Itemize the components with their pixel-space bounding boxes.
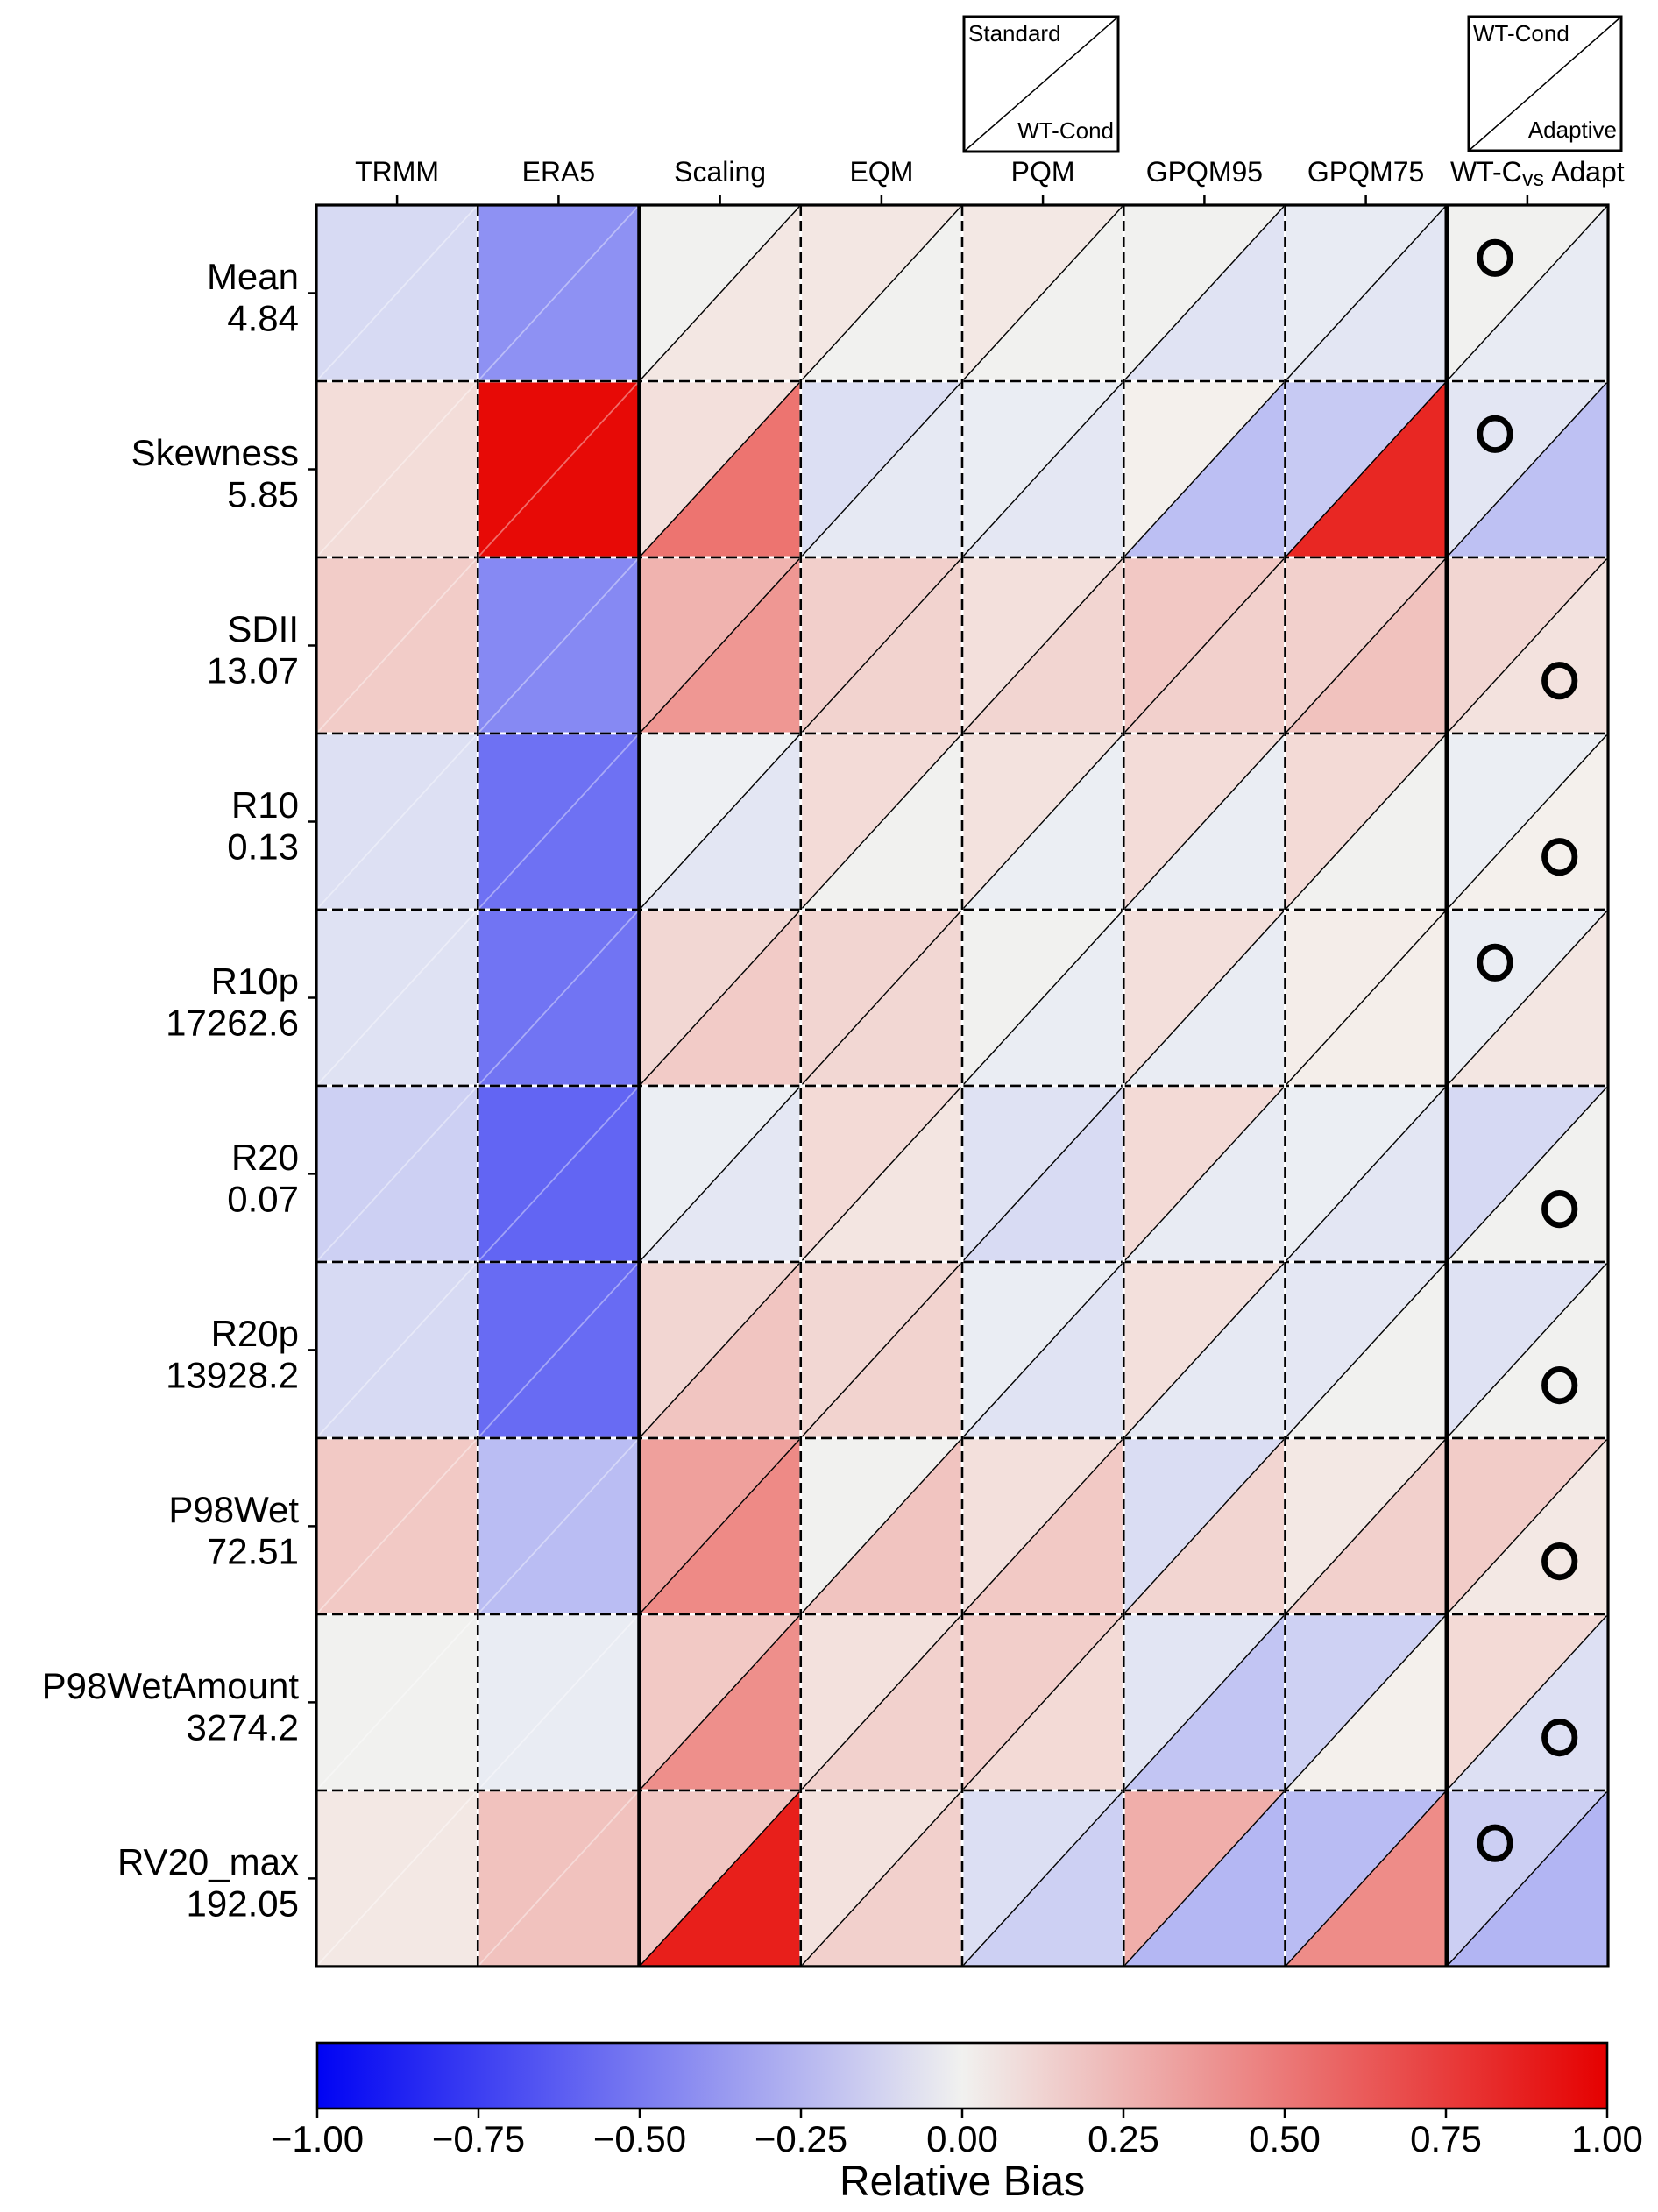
svg-text:R20: R20 [231,1137,299,1178]
svg-text:EQM: EQM [849,156,913,188]
svg-text:ERA5: ERA5 [522,156,596,188]
svg-text:17262.6: 17262.6 [166,1003,299,1044]
svg-text:3274.2: 3274.2 [187,1706,299,1748]
svg-text:WT-Cond: WT-Cond [1473,20,1569,46]
svg-text:0.75: 0.75 [1410,2118,1482,2159]
svg-text:Skewness: Skewness [131,432,299,473]
svg-text:R20p: R20p [211,1313,299,1354]
svg-text:RV20_max: RV20_max [117,1841,299,1882]
svg-text:Adapt: Adapt [1551,156,1625,188]
svg-text:0.00: 0.00 [926,2118,998,2159]
svg-text:Relative Bias: Relative Bias [840,2159,1085,2205]
svg-text:−1.00: −1.00 [271,2118,364,2159]
svg-text:−0.50: −0.50 [593,2118,686,2159]
svg-text:13.07: 13.07 [207,650,299,691]
svg-text:SDII: SDII [227,608,299,649]
svg-text:P98WetAmount: P98WetAmount [42,1665,300,1706]
svg-text:Mean: Mean [207,256,299,297]
svg-text:WT-C: WT-C [1450,156,1522,188]
svg-text:0.13: 0.13 [227,826,299,868]
svg-text:72.51: 72.51 [207,1530,299,1571]
svg-text:−0.75: −0.75 [432,2118,525,2159]
svg-text:Adaptive: Adaptive [1528,117,1617,143]
svg-text:R10: R10 [231,784,299,826]
svg-text:P98Wet: P98Wet [168,1489,299,1530]
svg-text:1.00: 1.00 [1571,2118,1643,2159]
svg-text:GPQM75: GPQM75 [1307,156,1424,188]
svg-text:−0.25: −0.25 [755,2118,847,2159]
svg-text:0.25: 0.25 [1088,2118,1159,2159]
svg-text:GPQM95: GPQM95 [1146,156,1263,188]
svg-text:13928.2: 13928.2 [166,1354,299,1395]
svg-text:PQM: PQM [1011,156,1075,188]
svg-text:R10p: R10p [211,961,299,1002]
svg-text:0.50: 0.50 [1249,2118,1321,2159]
svg-text:WT-Cond: WT-Cond [1017,117,1114,144]
svg-text:TRMM: TRMM [355,156,439,188]
svg-text:Scaling: Scaling [674,156,766,188]
svg-text:192.05: 192.05 [187,1882,299,1924]
svg-text:5.85: 5.85 [227,474,299,515]
svg-text:vs: vs [1522,167,1544,191]
svg-text:Standard: Standard [968,20,1061,46]
svg-text:0.07: 0.07 [227,1178,299,1219]
svg-text:4.84: 4.84 [227,298,299,339]
